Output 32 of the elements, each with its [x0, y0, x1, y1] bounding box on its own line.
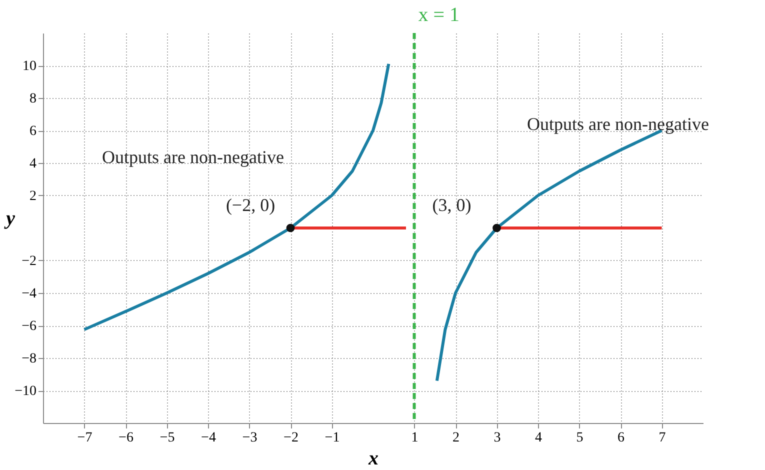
x-tick-label: −7 [77, 430, 92, 446]
ref-line-label: x = 1 [418, 4, 460, 26]
x-tick-label: −5 [160, 430, 175, 446]
y-tick-label: −2 [22, 254, 36, 269]
y-tick-label: 6 [30, 124, 36, 139]
x-axis-title: x [368, 448, 378, 470]
y-tick-label: 2 [30, 189, 36, 204]
x-tick-label: −4 [201, 430, 216, 446]
x-tick-label: 2 [452, 430, 460, 446]
annotation: (−2, 0) [226, 195, 276, 215]
y-tick-label: −6 [22, 319, 36, 334]
x-tick-label: 5 [576, 430, 584, 446]
y-tick-label: −8 [22, 352, 36, 366]
annotation: Outputs are non-negative [527, 114, 709, 134]
y-tick-label: 10 [22, 59, 36, 74]
annotation: Outputs are non-negative [102, 147, 284, 167]
x-tick-label: −1 [324, 430, 340, 446]
x-tick-label: 1 [411, 430, 418, 446]
annotation: (3, 0) [432, 195, 472, 215]
x-tick-label: 4 [535, 430, 542, 446]
y-tick-label: −4 [22, 286, 36, 302]
x-tick-label: −6 [118, 430, 134, 446]
y-axis-title: y [4, 208, 16, 230]
y-tick-label: −10 [14, 384, 36, 399]
x-tick-label: 3 [494, 430, 501, 446]
x-tick-label: 6 [618, 430, 624, 446]
y-tick-label: 4 [30, 156, 36, 172]
x-tick-label: 7 [658, 430, 666, 446]
x-tick-label: −3 [242, 430, 258, 446]
y-tick-label: 8 [30, 92, 36, 106]
line-series [82, 62, 390, 332]
x-tick-label: −2 [284, 430, 298, 446]
